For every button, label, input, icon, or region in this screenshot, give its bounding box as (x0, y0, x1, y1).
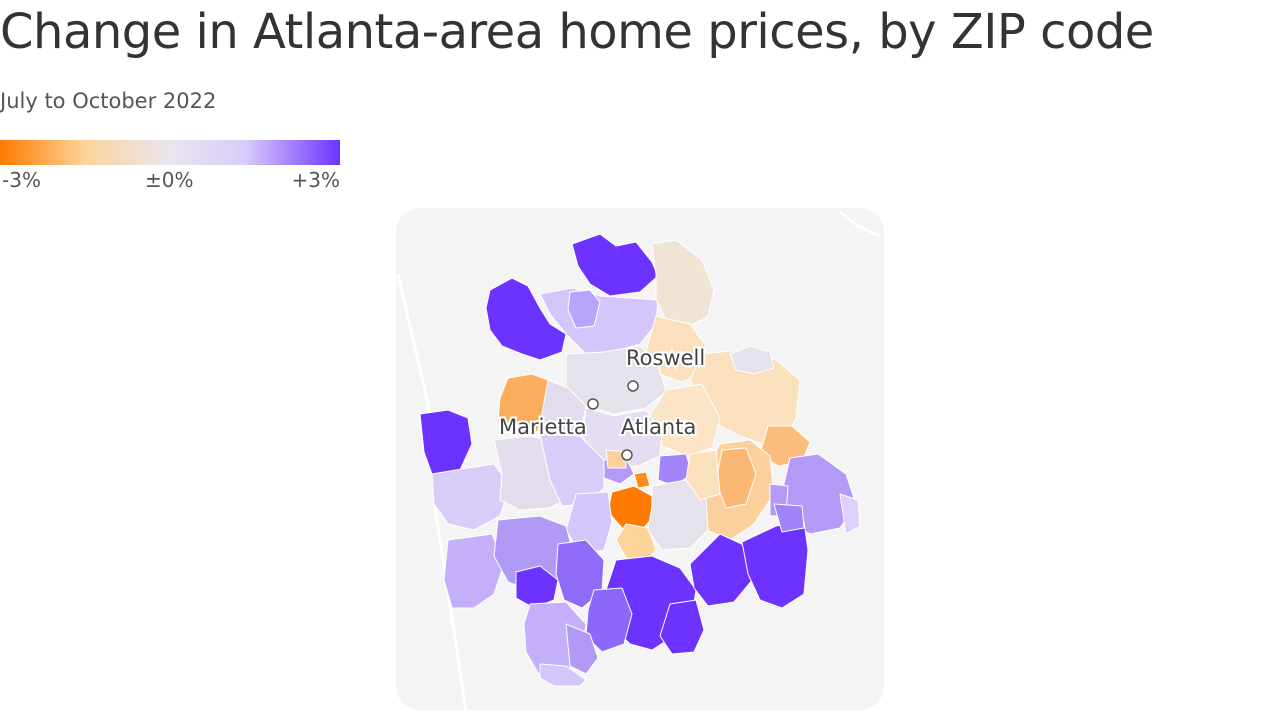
zip-region (497, 373, 549, 437)
zip-region (515, 565, 559, 609)
city-markers (587, 380, 639, 461)
zip-region (689, 533, 755, 607)
zip-region (567, 289, 601, 329)
zip-region (651, 239, 715, 327)
zip-region (839, 493, 861, 535)
chart-subtitle: July to October 2022 (0, 89, 217, 113)
zip-regions (419, 233, 861, 687)
chart-title: Change in Atlanta-area home prices, by Z… (0, 4, 1154, 60)
zip-region (419, 409, 473, 475)
state-boundary-line (839, 210, 881, 238)
legend-max-label: +3% (291, 168, 341, 192)
marietta-marker (587, 398, 599, 410)
legend-gradient-bar (0, 140, 340, 165)
state-boundary-line (396, 273, 468, 713)
marietta-label: Marietta (499, 415, 587, 439)
zip-region (431, 463, 511, 531)
zip-region (565, 623, 599, 675)
color-legend: -3% ±0% +3% (0, 140, 341, 192)
legend-mid-label: ±0% (145, 168, 194, 192)
zip-region (685, 449, 721, 501)
roswell-label: Roswell (626, 346, 705, 370)
roswell-marker (627, 380, 639, 392)
zip-code-map: Roswell Marietta Atlanta (396, 208, 884, 713)
zip-region (539, 663, 587, 687)
zip-region (585, 587, 633, 653)
zip-region (773, 503, 805, 533)
zip-region (443, 533, 505, 609)
zip-region (657, 453, 693, 487)
zip-region (633, 471, 651, 489)
legend-min-label: -3% (2, 168, 41, 192)
zip-region (659, 599, 705, 655)
zip-region (605, 449, 627, 469)
zip-region (485, 277, 567, 361)
zip-region (729, 345, 775, 375)
atlanta-marker (621, 449, 633, 461)
atlanta-label: Atlanta (621, 415, 696, 439)
